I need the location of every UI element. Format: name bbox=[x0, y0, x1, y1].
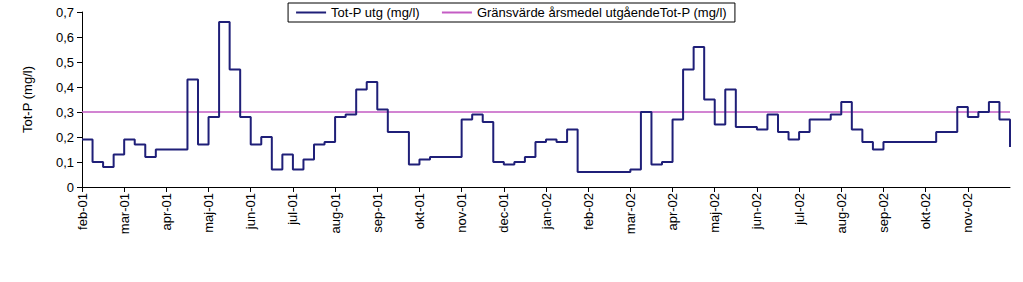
svg-text:sep-02: sep-02 bbox=[876, 193, 891, 233]
svg-text:0,4: 0,4 bbox=[56, 80, 74, 95]
svg-text:mar-01: mar-01 bbox=[117, 193, 132, 234]
svg-text:Gränsvärde årsmedel utgåendeTo: Gränsvärde årsmedel utgåendeTot-P (mg/l) bbox=[477, 5, 727, 20]
svg-text:jun-02: jun-02 bbox=[749, 193, 764, 230]
svg-text:0,1: 0,1 bbox=[56, 155, 74, 170]
svg-text:mar-02: mar-02 bbox=[623, 193, 638, 234]
svg-text:apr-02: apr-02 bbox=[665, 193, 680, 231]
svg-text:0,3: 0,3 bbox=[56, 105, 74, 120]
svg-text:jul-02: jul-02 bbox=[792, 193, 807, 226]
svg-text:dec-01: dec-01 bbox=[496, 193, 511, 233]
svg-text:jan-02: jan-02 bbox=[539, 193, 554, 230]
svg-text:feb-02: feb-02 bbox=[581, 193, 596, 230]
svg-text:0,2: 0,2 bbox=[56, 130, 74, 145]
svg-text:apr-01: apr-01 bbox=[159, 193, 174, 231]
svg-text:nov-01: nov-01 bbox=[454, 193, 469, 233]
svg-text:nov-02: nov-02 bbox=[960, 193, 975, 233]
svg-text:aug-01: aug-01 bbox=[328, 193, 343, 233]
svg-text:okt-01: okt-01 bbox=[412, 193, 427, 229]
svg-text:0: 0 bbox=[67, 180, 74, 195]
svg-text:maj-01: maj-01 bbox=[201, 193, 216, 233]
svg-text:Tot-P (mg/l): Tot-P (mg/l) bbox=[20, 66, 35, 133]
svg-text:Tot-P utg (mg/l): Tot-P utg (mg/l) bbox=[331, 5, 420, 20]
svg-text:okt-02: okt-02 bbox=[918, 193, 933, 229]
svg-text:aug-02: aug-02 bbox=[834, 193, 849, 233]
svg-text:feb-01: feb-01 bbox=[75, 193, 90, 230]
svg-text:0,7: 0,7 bbox=[56, 5, 74, 20]
svg-text:jun-01: jun-01 bbox=[243, 193, 258, 230]
svg-text:maj-02: maj-02 bbox=[707, 193, 722, 233]
svg-text:0,6: 0,6 bbox=[56, 30, 74, 45]
svg-text:0,5: 0,5 bbox=[56, 55, 74, 70]
svg-text:sep-01: sep-01 bbox=[370, 193, 385, 233]
svg-text:jul-01: jul-01 bbox=[285, 193, 300, 226]
